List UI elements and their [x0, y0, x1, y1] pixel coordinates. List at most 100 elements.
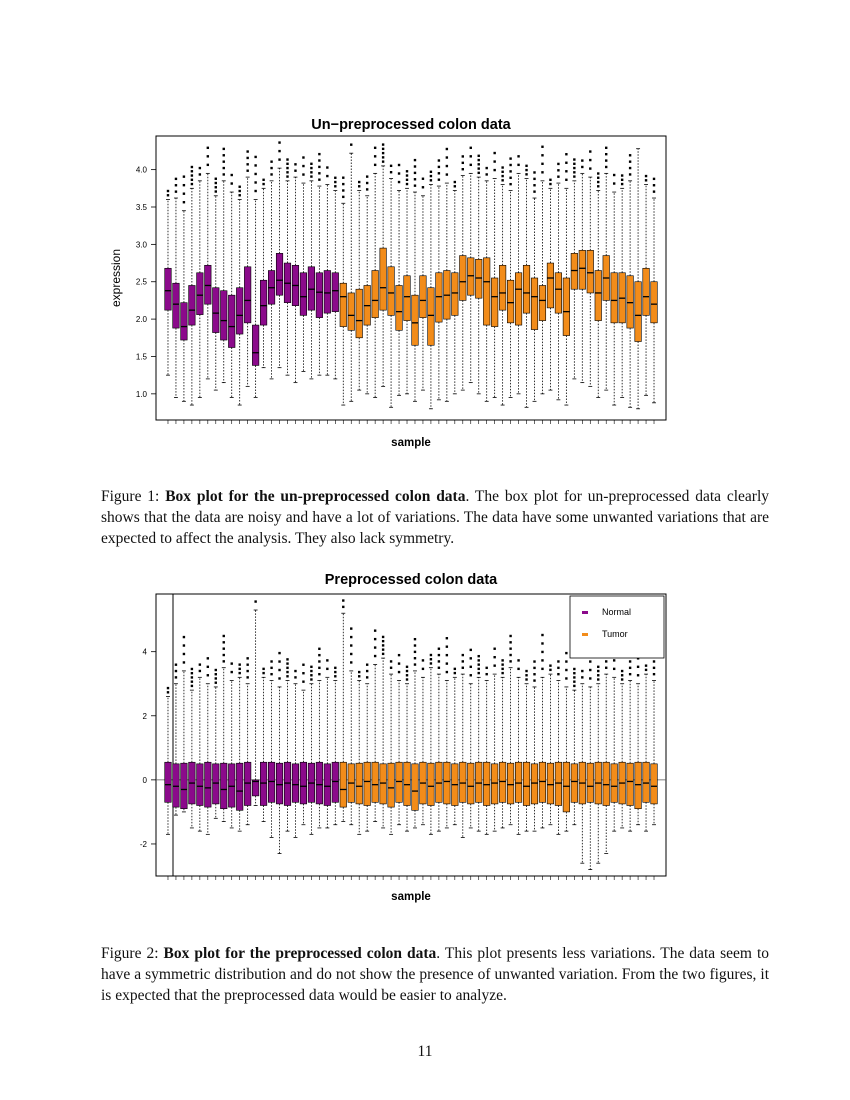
- box-body: [315, 761, 323, 805]
- outlier: [573, 166, 576, 170]
- box-tumor: [491, 647, 499, 832]
- box-tumor: [554, 162, 562, 401]
- outlier: [278, 660, 281, 663]
- outlier: [286, 175, 289, 178]
- outlier: [174, 663, 178, 666]
- box-normal: [260, 667, 268, 822]
- outlier: [302, 672, 305, 675]
- outlier: [182, 192, 186, 195]
- outlier: [549, 668, 552, 672]
- outlier: [334, 180, 337, 184]
- outlier: [429, 174, 433, 178]
- outlier: [541, 650, 544, 654]
- box-normal: [164, 686, 172, 835]
- outlier: [557, 169, 560, 172]
- outlier: [589, 150, 592, 153]
- outlier: [605, 152, 608, 156]
- box-body: [530, 763, 539, 805]
- outlier: [254, 181, 257, 184]
- outlier: [286, 171, 289, 174]
- outlier: [628, 154, 632, 157]
- outlier: [437, 165, 441, 169]
- box-body: [451, 272, 459, 316]
- legend-label: Normal: [602, 607, 631, 617]
- box-body: [650, 763, 658, 805]
- box-body: [403, 761, 411, 806]
- outlier: [445, 670, 449, 674]
- figure-1-boxplot: Un−preprocessed colon data 1.0 1.5 2.0 2.5 3.…: [110, 117, 667, 449]
- box-body: [427, 762, 435, 806]
- outlier: [214, 668, 217, 672]
- box-tumor: [395, 163, 403, 396]
- box-body: [180, 762, 188, 810]
- outlier: [605, 159, 608, 162]
- outlier: [262, 671, 265, 675]
- outlier: [501, 170, 504, 173]
- outlier: [557, 672, 560, 676]
- outlier: [214, 181, 217, 185]
- outlier: [397, 662, 401, 665]
- y-tick-label: 3.0: [136, 240, 148, 249]
- outlier: [238, 671, 241, 675]
- box-tumor: [562, 651, 570, 832]
- box-normal: [307, 162, 315, 380]
- outlier: [190, 178, 194, 181]
- box-normal: [315, 152, 323, 376]
- outlier: [230, 670, 233, 674]
- box-body: [331, 272, 339, 312]
- outlier: [318, 165, 321, 169]
- outlier: [174, 184, 178, 187]
- box-body: [435, 761, 443, 803]
- box-tumor: [347, 627, 355, 826]
- box-tumor: [483, 166, 491, 402]
- box-tumor: [339, 176, 347, 406]
- box-normal: [196, 166, 204, 398]
- outlier: [342, 605, 345, 609]
- box-tumor: [514, 155, 523, 395]
- outlier: [493, 151, 496, 155]
- box-body: [323, 270, 331, 314]
- outlier: [222, 166, 225, 170]
- outlier: [174, 190, 178, 193]
- outlier: [206, 657, 210, 660]
- outlier: [485, 666, 488, 670]
- outlier: [605, 660, 608, 663]
- figure-2-caption-text: . This plot presents less variations. Th…: [101, 944, 770, 1004]
- outlier: [190, 672, 194, 675]
- box-body: [339, 761, 347, 808]
- outlier: [477, 667, 480, 671]
- y-tick-label: 4.0: [136, 166, 148, 175]
- outlier: [429, 179, 433, 182]
- outlier: [182, 652, 186, 656]
- outlier: [644, 668, 648, 672]
- outlier: [541, 171, 544, 174]
- box-body: [467, 257, 475, 296]
- box-body: [299, 272, 308, 316]
- box-tumor: [459, 653, 467, 838]
- box-body: [387, 266, 395, 316]
- box-body: [522, 761, 531, 806]
- box-tumor: [347, 143, 355, 402]
- box-body: [411, 294, 419, 346]
- outlier: [373, 646, 377, 649]
- outlier: [373, 146, 377, 150]
- box-body: [626, 275, 634, 329]
- outlier: [342, 195, 345, 199]
- box-tumor: [650, 177, 658, 404]
- outlier: [166, 691, 170, 694]
- y-tick-label: 4: [143, 648, 148, 657]
- outlier: [437, 660, 441, 663]
- outlier: [190, 170, 194, 173]
- box-body: [650, 281, 658, 324]
- box-tumor: [586, 150, 594, 387]
- outlier: [286, 662, 289, 665]
- plot-frame: [155, 593, 667, 877]
- box-tumor: [514, 659, 523, 835]
- box-body: [307, 266, 315, 311]
- outlier: [230, 182, 233, 185]
- box-tumor: [371, 629, 379, 822]
- box-body: [291, 763, 300, 803]
- outlier: [334, 176, 337, 179]
- outlier: [573, 158, 576, 161]
- y-tick-label: 1.0: [136, 390, 148, 399]
